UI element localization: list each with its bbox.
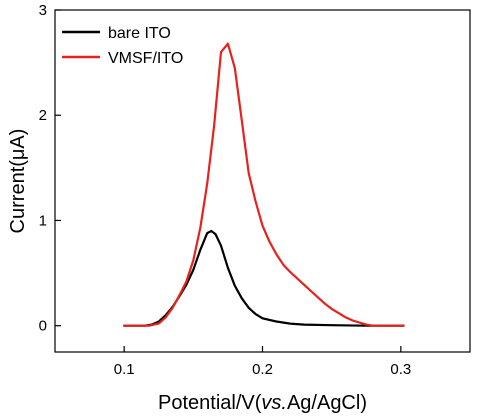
series-line-2 <box>123 42 405 327</box>
x-axis-title: Potential/V(vs.Ag/AgCl) <box>158 392 367 414</box>
x-axis-title-part-3: Ag/AgCl) <box>287 392 367 414</box>
series-layer <box>123 42 405 327</box>
legend: bare ITO VMSF/ITO <box>62 25 183 67</box>
y-axis-title: Current(μA) <box>7 129 29 234</box>
x-axis-title-part-2: vs. <box>261 392 287 414</box>
x-tick-label: 0.3 <box>390 361 411 378</box>
x-tick-label: 0.2 <box>252 361 273 378</box>
legend-label-2: VMSF/ITO <box>108 50 183 67</box>
y-tick-label: 3 <box>39 2 47 19</box>
y-tick-label: 0 <box>39 318 47 335</box>
x-tick-label: 0.1 <box>114 361 135 378</box>
y-tick-label: 1 <box>39 212 47 229</box>
legend-label-1: bare ITO <box>108 25 171 42</box>
x-axis-title-part-1: Potential/V( <box>158 392 262 414</box>
series-line-1 <box>123 229 405 327</box>
axes: 0.1 0.2 0.3 0 1 2 3 <box>39 2 471 378</box>
y-tick-label: 2 <box>39 107 47 124</box>
